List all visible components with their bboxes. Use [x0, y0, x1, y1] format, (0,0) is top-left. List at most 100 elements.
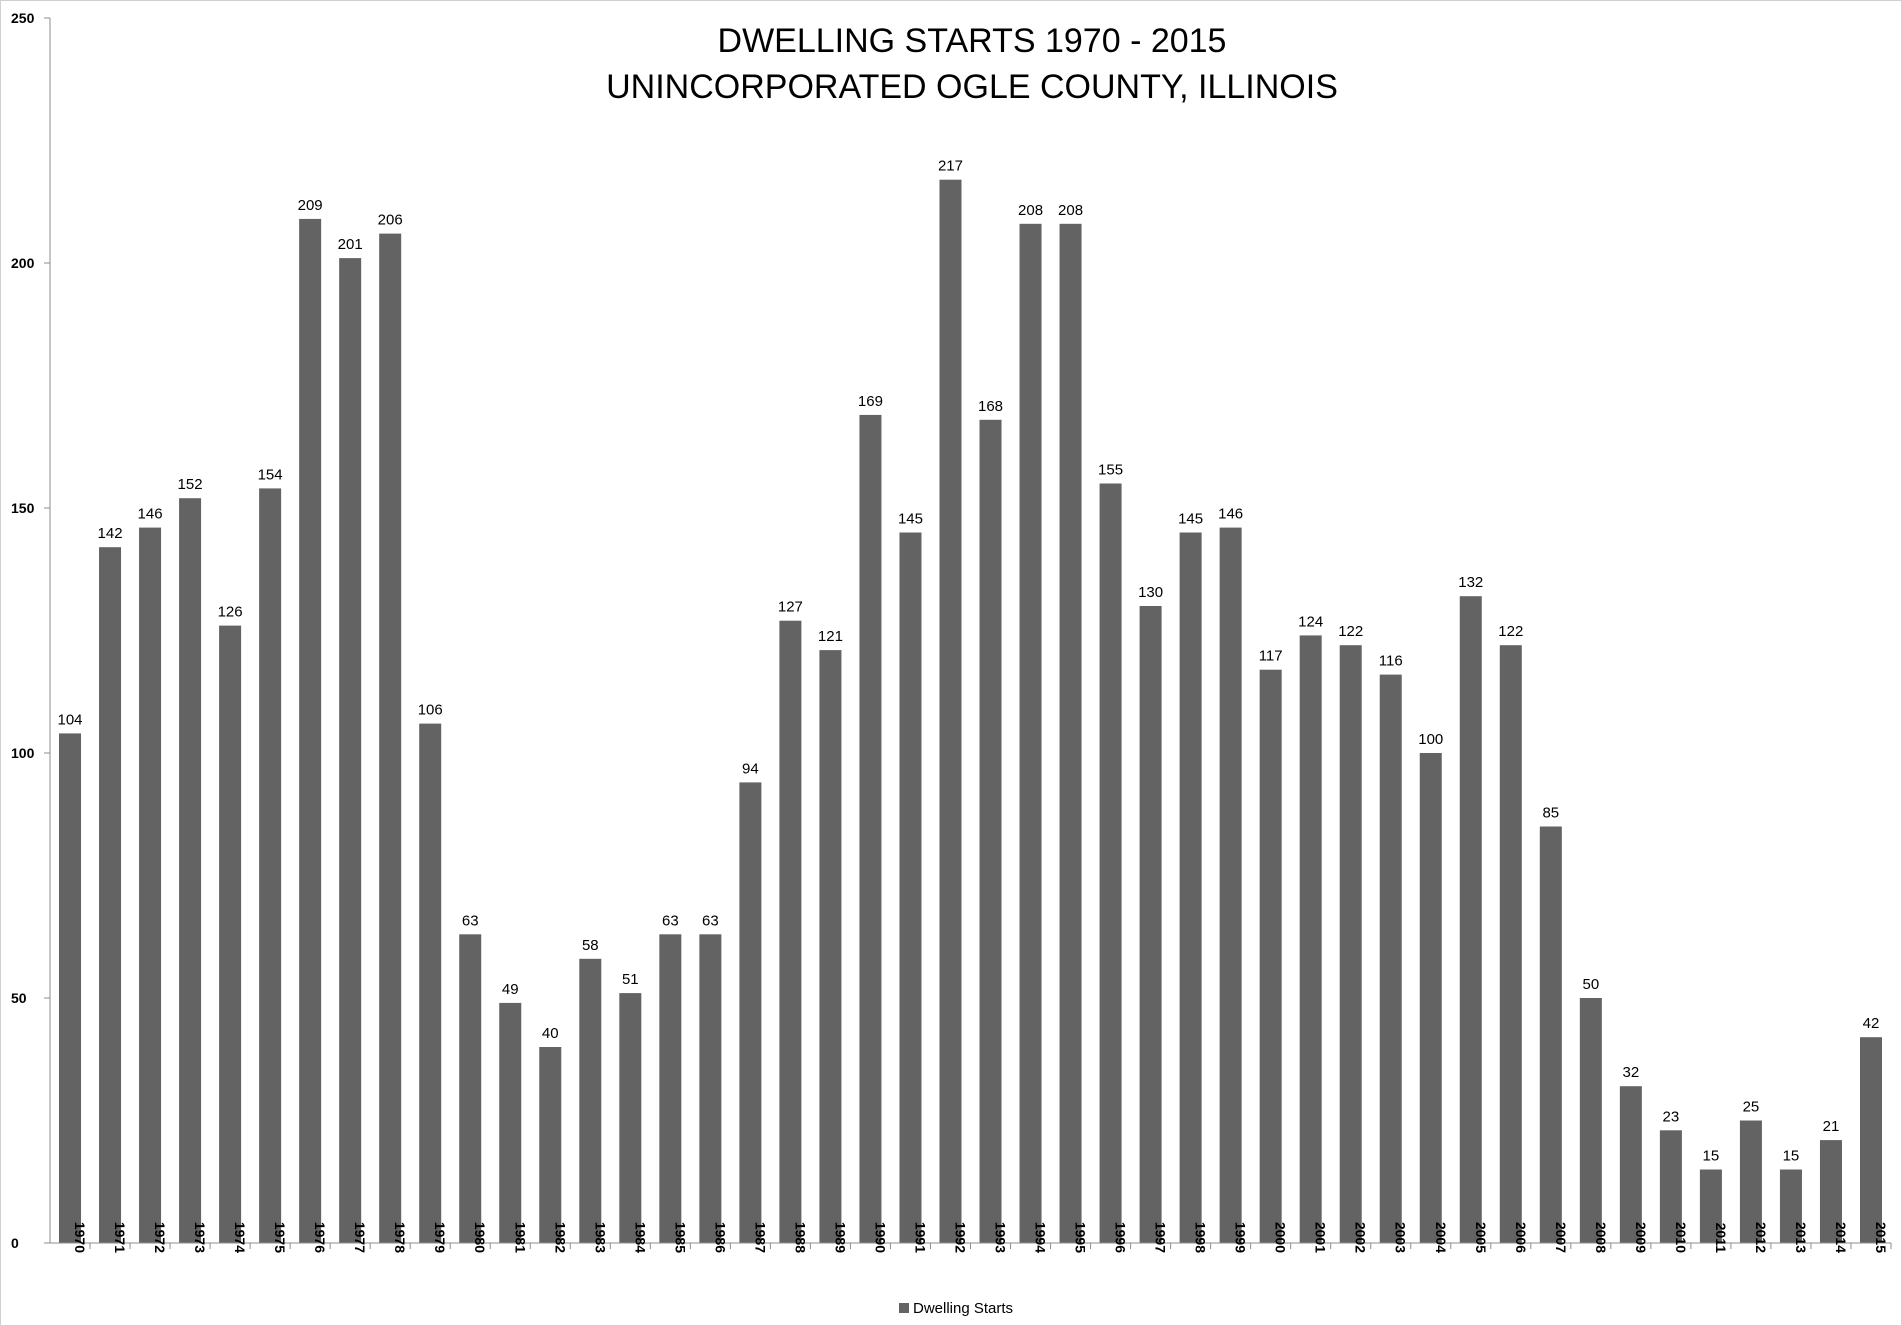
bar — [1139, 606, 1162, 1243]
y-tick-label: 150 — [11, 500, 35, 516]
data-label: 201 — [338, 236, 363, 253]
x-tick-label: 1988 — [792, 1222, 808, 1253]
data-label: 63 — [702, 912, 719, 929]
bar — [539, 1047, 562, 1243]
x-tick-label: 1970 — [72, 1222, 88, 1253]
data-label: 122 — [1498, 623, 1523, 640]
x-tick-label: 2008 — [1593, 1222, 1609, 1253]
bar — [499, 1002, 522, 1243]
y-tick-label: 0 — [11, 1235, 19, 1251]
bar — [579, 958, 602, 1243]
data-label: 130 — [1138, 584, 1163, 601]
data-label: 15 — [1703, 1148, 1720, 1165]
x-tick-label: 2015 — [1873, 1222, 1889, 1253]
x-tick-label: 1977 — [352, 1222, 368, 1253]
data-label: 209 — [298, 197, 323, 214]
x-tick-label: 1986 — [712, 1222, 728, 1253]
y-tick-label: 50 — [11, 990, 27, 1006]
chart-title-line-2: UNINCORPORATED OGLE COUNTY, ILLINOIS — [606, 68, 1338, 106]
bar — [1539, 826, 1562, 1243]
data-label: 51 — [622, 971, 639, 988]
x-tick-label: 2003 — [1393, 1222, 1409, 1253]
x-tick-label: 2000 — [1273, 1222, 1289, 1253]
x-tick-label: 2001 — [1313, 1222, 1329, 1253]
bar — [1739, 1120, 1762, 1243]
x-tick-label: 1996 — [1113, 1222, 1129, 1253]
x-tick-label: 2010 — [1673, 1222, 1689, 1253]
x-tick-label: 1982 — [552, 1222, 568, 1253]
bar — [1779, 1169, 1802, 1243]
bar — [299, 218, 322, 1243]
x-tick-label: 2007 — [1553, 1222, 1569, 1253]
bar — [259, 488, 282, 1243]
x-tick-label: 1991 — [912, 1222, 928, 1253]
data-label: 40 — [542, 1025, 559, 1042]
bar — [1619, 1086, 1642, 1243]
x-tick-label: 2009 — [1633, 1222, 1649, 1253]
bar — [859, 414, 882, 1243]
data-label: 154 — [258, 466, 283, 483]
data-label: 85 — [1542, 805, 1559, 822]
x-tick-label: 1992 — [952, 1222, 968, 1253]
bar — [1819, 1140, 1842, 1243]
data-label: 94 — [742, 760, 759, 777]
data-label: 126 — [218, 604, 243, 621]
x-tick-label: 1978 — [392, 1222, 408, 1253]
bar — [459, 934, 482, 1243]
x-tick-label: 2006 — [1513, 1222, 1529, 1253]
bar — [1179, 532, 1202, 1243]
y-tick-label: 100 — [11, 745, 35, 761]
bar — [1059, 223, 1082, 1244]
bar — [1259, 669, 1282, 1243]
bar — [1219, 527, 1242, 1243]
data-label: 132 — [1458, 574, 1483, 591]
data-label: 206 — [378, 212, 403, 229]
x-tick-label: 1972 — [152, 1222, 168, 1253]
x-tick-label: 1995 — [1073, 1222, 1089, 1253]
x-tick-label: 1997 — [1153, 1222, 1169, 1253]
data-label: 49 — [502, 981, 519, 998]
data-label: 50 — [1582, 976, 1599, 993]
x-tick-label: 1999 — [1233, 1222, 1249, 1253]
data-label: 155 — [1098, 462, 1123, 479]
data-label: 21 — [1823, 1118, 1840, 1135]
bar — [619, 993, 642, 1243]
bar — [939, 179, 962, 1244]
bar — [219, 625, 242, 1243]
bar — [1659, 1130, 1682, 1243]
x-tick-label: 1989 — [832, 1222, 848, 1253]
data-label: 104 — [57, 711, 82, 728]
bar — [1859, 1037, 1882, 1243]
data-label: 168 — [978, 398, 1003, 415]
bar — [1579, 998, 1602, 1243]
bar — [1099, 483, 1122, 1243]
x-tick-label: 2012 — [1753, 1222, 1769, 1253]
data-label: 42 — [1863, 1015, 1880, 1032]
x-tick-label: 1981 — [512, 1222, 528, 1253]
data-label: 23 — [1663, 1108, 1680, 1125]
x-tick-label: 1974 — [232, 1222, 248, 1253]
x-tick-label: 2013 — [1793, 1222, 1809, 1253]
x-tick-label: 2005 — [1473, 1222, 1489, 1253]
bar — [819, 650, 842, 1243]
data-label: 124 — [1298, 613, 1323, 630]
bar — [379, 233, 402, 1244]
data-label: 63 — [462, 912, 479, 929]
bar — [739, 782, 762, 1243]
data-label: 127 — [778, 599, 803, 616]
x-tick-label: 2011 — [1713, 1223, 1729, 1254]
data-label: 106 — [418, 702, 443, 719]
x-tick-label: 1993 — [993, 1222, 1009, 1253]
bar — [779, 620, 802, 1243]
data-label: 169 — [858, 393, 883, 410]
data-label: 145 — [898, 511, 923, 528]
bars: 104 142 146 152 126 154 209 201 206 106 63 49 40 58 51… — [57, 158, 1882, 1244]
data-label: 100 — [1418, 731, 1443, 748]
data-label: 117 — [1259, 648, 1283, 665]
data-label: 152 — [178, 476, 203, 493]
data-label: 146 — [138, 506, 163, 523]
data-label: 146 — [1218, 506, 1243, 523]
x-tick-label: 1971 — [112, 1222, 128, 1253]
bar — [1339, 645, 1362, 1243]
